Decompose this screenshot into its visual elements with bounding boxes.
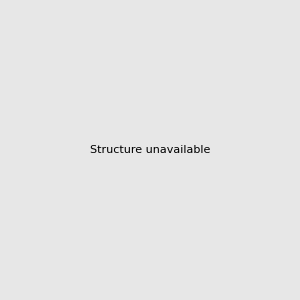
Text: Structure unavailable: Structure unavailable (90, 145, 210, 155)
